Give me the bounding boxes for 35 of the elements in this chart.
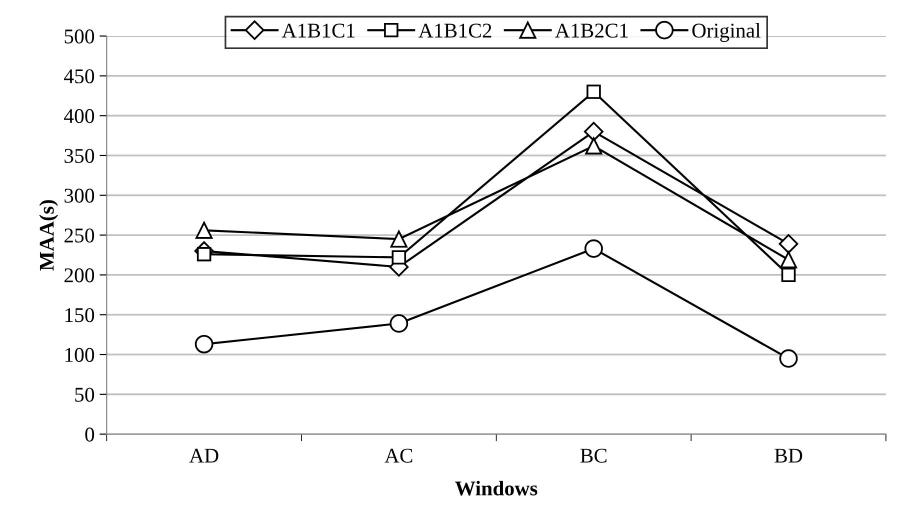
- y-tick-label: 450: [64, 69, 94, 84]
- y-tick-label: 50: [75, 388, 94, 402]
- point: [584, 122, 604, 142]
- point: [584, 239, 603, 258]
- point: [778, 234, 798, 254]
- point: [196, 247, 212, 262]
- y-tick-label: 350: [64, 148, 94, 163]
- point: [586, 84, 601, 99]
- y-tick-label: 500: [64, 29, 94, 44]
- point: [392, 250, 406, 265]
- point: [390, 230, 408, 248]
- y-tick-label: 250: [64, 228, 94, 243]
- x-axis-title: Windows: [455, 480, 538, 496]
- legend-label: A1B2C1: [555, 24, 628, 38]
- point: [390, 314, 408, 333]
- point: [780, 251, 798, 268]
- point: [196, 222, 213, 239]
- y-tick-label: 100: [65, 348, 94, 362]
- x-tick-label: AD: [189, 448, 218, 463]
- legend-label: A1B1C2: [418, 24, 492, 38]
- y-tick-label: 200: [64, 268, 94, 282]
- x-tick-label: AC: [384, 448, 412, 463]
- point: [781, 268, 796, 282]
- point: [194, 334, 214, 354]
- point: [779, 349, 798, 368]
- legend-label: Original: [692, 22, 760, 42]
- x-tick-label: BC: [580, 448, 606, 463]
- point: [585, 137, 602, 154]
- y-tick-label: 300: [64, 188, 94, 203]
- y-tick-label: 400: [64, 109, 94, 124]
- x-tick-label: BD: [774, 448, 802, 463]
- legend-label: A1B1C1: [282, 24, 355, 38]
- y-tick-label: 0: [85, 428, 94, 442]
- y-axis-title: MAA(s): [39, 200, 58, 271]
- y-tick-label: 150: [65, 308, 94, 322]
